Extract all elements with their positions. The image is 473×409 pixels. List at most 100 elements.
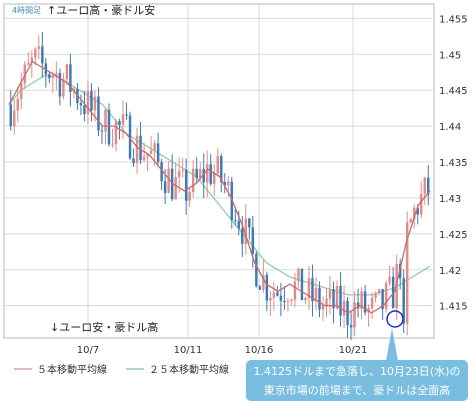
candle bbox=[409, 217, 412, 224]
candle-body bbox=[167, 168, 170, 193]
candle-body bbox=[69, 64, 72, 92]
candle-body bbox=[237, 221, 241, 229]
candle bbox=[51, 71, 55, 94]
candle-body bbox=[220, 156, 223, 182]
candle-body bbox=[191, 168, 195, 193]
candle bbox=[13, 98, 16, 135]
candle bbox=[83, 90, 86, 122]
candle-body bbox=[290, 299, 293, 302]
candle bbox=[177, 157, 181, 193]
candle-body bbox=[30, 57, 34, 64]
candle-body bbox=[293, 281, 297, 300]
candle-body bbox=[205, 164, 209, 183]
candle bbox=[325, 288, 328, 317]
candle bbox=[349, 310, 353, 341]
candle-body bbox=[132, 158, 135, 164]
legend-ma5-label: ５本移動平均線 bbox=[37, 363, 107, 376]
candle bbox=[9, 90, 12, 131]
candle bbox=[241, 216, 244, 258]
candle-body bbox=[374, 293, 377, 298]
candle bbox=[65, 63, 69, 86]
candle-body bbox=[241, 228, 244, 245]
candle-body bbox=[297, 268, 300, 282]
y-tick-label: 1.44 bbox=[439, 122, 461, 133]
candle-body bbox=[304, 297, 307, 301]
candle-body bbox=[118, 120, 121, 125]
candle bbox=[370, 292, 374, 319]
candle-body bbox=[356, 302, 360, 309]
candle bbox=[237, 210, 241, 236]
candle bbox=[48, 71, 51, 83]
candle-body bbox=[65, 64, 69, 80]
candle-body bbox=[86, 91, 90, 114]
candle bbox=[37, 35, 41, 60]
candle-body bbox=[286, 301, 290, 303]
candle bbox=[79, 94, 83, 116]
candle bbox=[41, 31, 44, 78]
x-tick-label: 10/7 bbox=[77, 345, 99, 356]
candle bbox=[90, 83, 93, 122]
candle bbox=[402, 269, 405, 333]
candle-body bbox=[93, 96, 97, 111]
candle-body bbox=[195, 168, 198, 178]
candle bbox=[58, 68, 62, 106]
x-tick-label: 10/16 bbox=[245, 345, 274, 356]
candle-body bbox=[41, 46, 44, 64]
candle bbox=[244, 204, 248, 255]
candle-body bbox=[370, 297, 374, 308]
candle bbox=[290, 298, 293, 306]
candle bbox=[125, 102, 128, 120]
candle bbox=[374, 291, 377, 303]
candle bbox=[265, 271, 269, 312]
candle-body bbox=[107, 109, 111, 145]
candle-body bbox=[234, 220, 237, 222]
candle bbox=[297, 267, 300, 288]
candle-body bbox=[244, 218, 248, 245]
candle bbox=[184, 158, 188, 215]
candle-body bbox=[213, 173, 216, 184]
candle-body bbox=[279, 295, 283, 301]
annotation-line1: 1.4125ドルまで急落し、10月23日(水)の bbox=[253, 365, 461, 378]
candle bbox=[156, 132, 160, 167]
candle-body bbox=[276, 292, 279, 296]
candle bbox=[191, 159, 195, 198]
candle-body bbox=[128, 115, 132, 159]
ma5-line bbox=[8, 60, 431, 314]
candle bbox=[69, 53, 72, 107]
ma25-series bbox=[8, 75, 431, 296]
candle bbox=[209, 154, 212, 187]
candle bbox=[381, 288, 384, 321]
candle-body bbox=[402, 278, 405, 324]
y-tick-label: 1.42 bbox=[439, 266, 461, 277]
candle bbox=[188, 188, 191, 208]
candle bbox=[286, 297, 290, 312]
candle-body bbox=[265, 274, 269, 301]
candle-body bbox=[321, 305, 325, 310]
candle bbox=[16, 86, 19, 123]
x-tick-label: 10/21 bbox=[339, 345, 368, 356]
candle-body bbox=[409, 219, 412, 223]
candle-body bbox=[111, 144, 114, 146]
candle bbox=[213, 164, 216, 197]
candle bbox=[307, 265, 311, 311]
candle-body bbox=[104, 109, 107, 132]
candle bbox=[377, 289, 381, 296]
candle-body bbox=[325, 298, 328, 306]
candle-body bbox=[48, 74, 51, 79]
candle bbox=[405, 211, 409, 336]
candle bbox=[384, 280, 388, 313]
candle-body bbox=[248, 218, 251, 228]
candle bbox=[27, 51, 30, 66]
candle-body bbox=[423, 177, 426, 194]
candle-body bbox=[146, 153, 149, 157]
candle bbox=[353, 291, 356, 336]
candle-body bbox=[160, 162, 163, 182]
y-tick-label: 1.45 bbox=[439, 50, 461, 61]
candle-body bbox=[283, 300, 286, 303]
y-tick-label: 1.445 bbox=[439, 86, 468, 97]
candle bbox=[132, 148, 135, 167]
candle-body bbox=[27, 63, 30, 65]
ma5-series bbox=[8, 60, 431, 314]
